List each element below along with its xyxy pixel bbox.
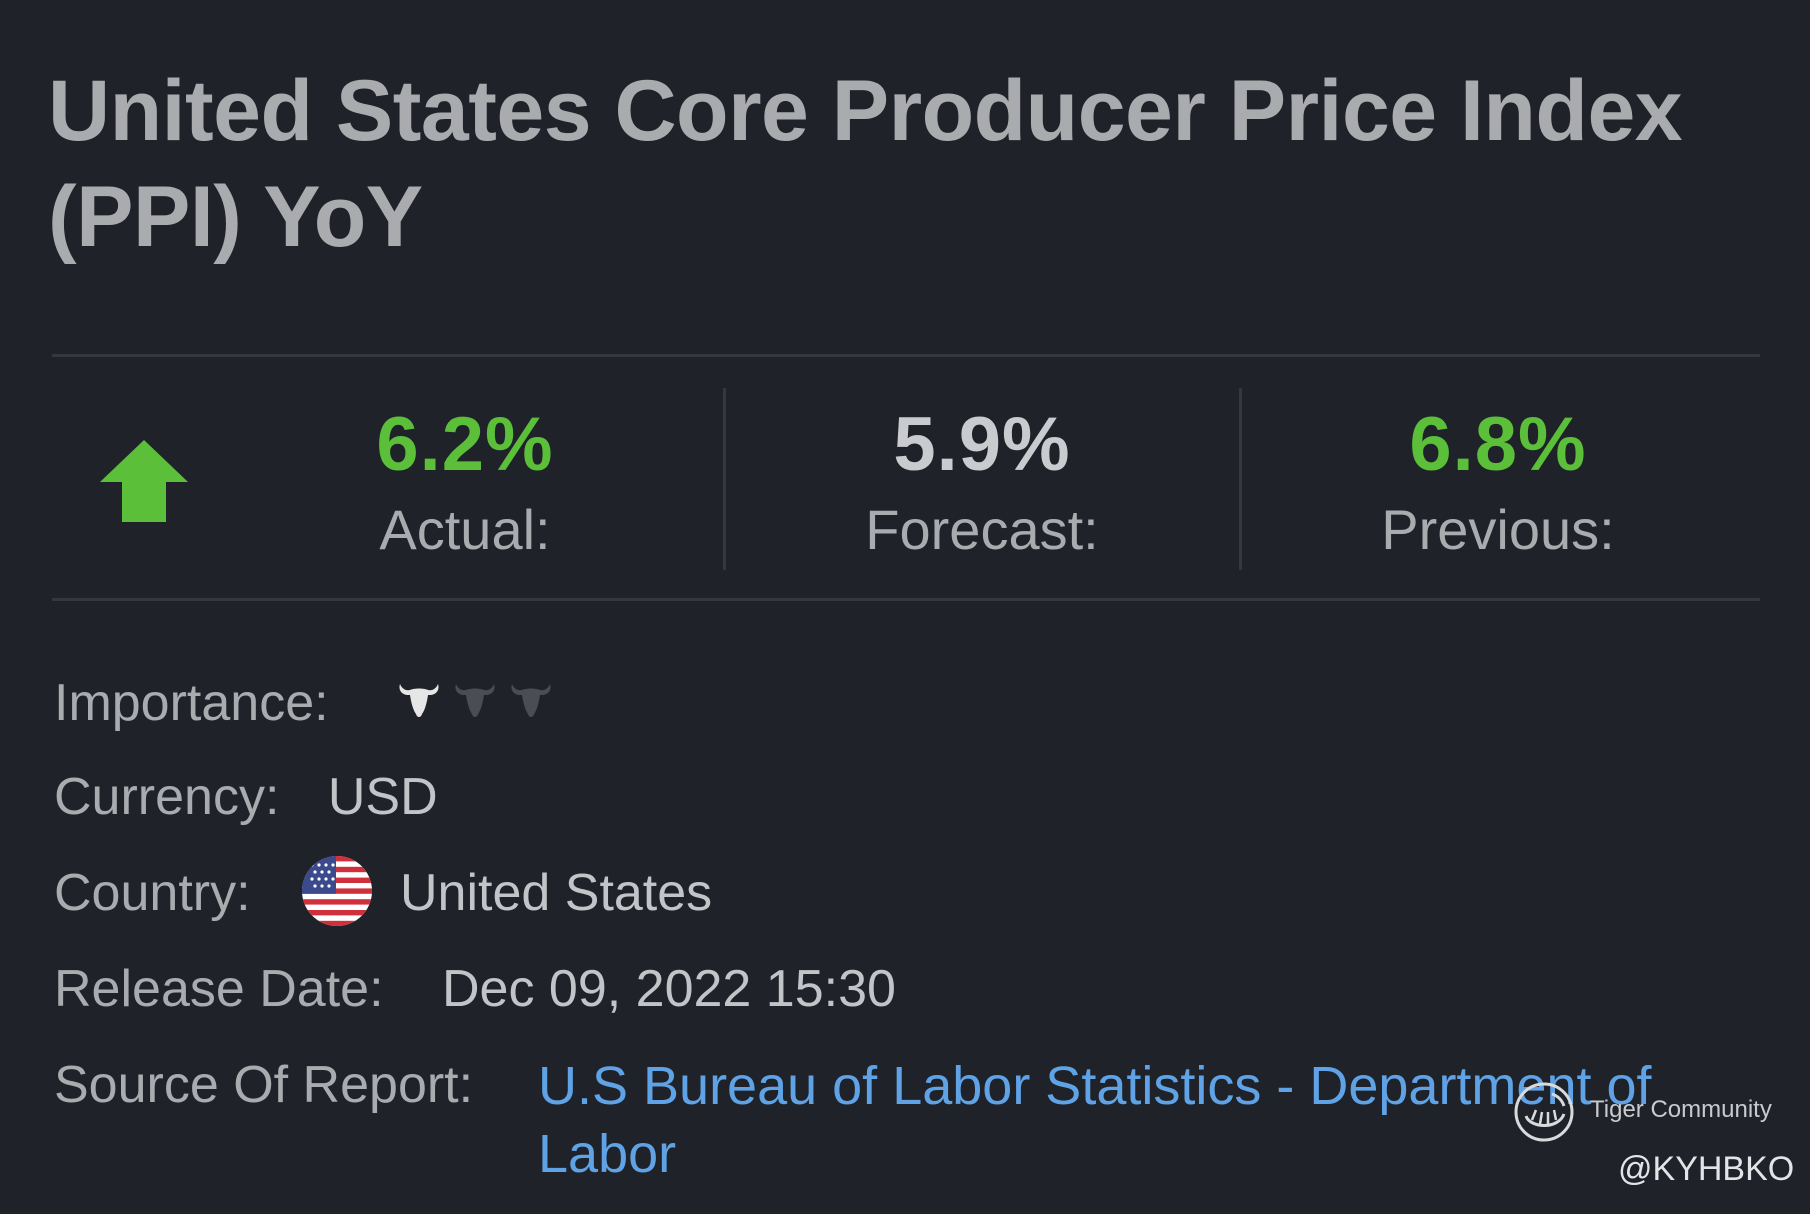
divider-bottom <box>52 598 1760 601</box>
us-flag-icon <box>302 856 372 926</box>
source-link[interactable]: U.S Bureau of Labor Statistics - Departm… <box>538 1056 1652 1184</box>
forecast-stat: 5.9% Forecast: <box>772 402 1192 562</box>
importance-row: Importance: <box>54 672 329 734</box>
bull-icon <box>511 684 551 717</box>
arrow-up-icon <box>100 440 188 522</box>
stat-divider <box>723 388 726 570</box>
previous-label: Previous: <box>1381 498 1615 561</box>
previous-value: 6.8% <box>1409 402 1587 487</box>
release-date-row: Release Date: <box>54 958 384 1020</box>
forecast-value: 5.9% <box>893 402 1071 487</box>
previous-stat: 6.8% Previous: <box>1288 402 1708 562</box>
importance-rating <box>396 680 554 724</box>
currency-label: Currency: <box>54 768 280 826</box>
actual-stat: 6.2% Actual: <box>255 402 675 562</box>
source-row: Source Of Report: <box>54 1054 473 1116</box>
actual-value: 6.2% <box>376 402 554 487</box>
tiger-community-logo-icon <box>1514 1082 1574 1142</box>
release-date-label: Release Date: <box>54 960 384 1018</box>
watermark: Tiger Community <box>1512 1080 1772 1144</box>
currency-row: Currency: USD <box>54 766 438 828</box>
actual-label: Actual: <box>379 498 551 561</box>
bull-icon <box>399 684 439 717</box>
page-title: United States Core Producer Price Index … <box>48 63 1683 265</box>
currency-value: USD <box>327 768 438 826</box>
release-date-value: Dec 09, 2022 15:30 <box>442 960 896 1018</box>
watermark-handle: @KYHBKO <box>1618 1150 1795 1188</box>
forecast-label: Forecast: <box>865 498 1099 561</box>
country-label: Country: <box>54 864 251 922</box>
bull-icon <box>455 684 495 717</box>
divider-top <box>52 354 1760 357</box>
country-row: Country: <box>54 862 251 924</box>
source-label: Source Of Report: <box>54 1056 474 1114</box>
stat-divider <box>1239 388 1242 570</box>
country-value: United States <box>400 864 713 922</box>
importance-label: Importance: <box>54 674 329 732</box>
watermark-brand: Tiger Community <box>1590 1096 1772 1123</box>
